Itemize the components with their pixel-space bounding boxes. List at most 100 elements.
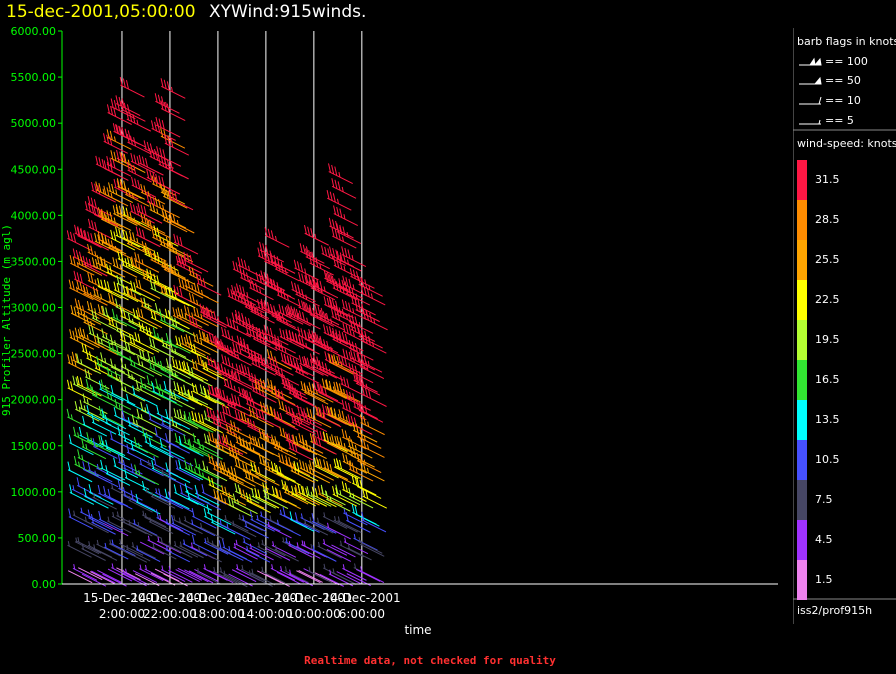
wind-barb-824: [341, 299, 367, 321]
wind-barb-172: [116, 275, 142, 296]
wind-barb-734: [311, 513, 337, 534]
wind-barb-36: [76, 353, 102, 375]
wind-barb-796: [333, 257, 359, 278]
wind-barb-390: [179, 541, 204, 559]
wind-barb-417: [190, 519, 216, 537]
wind-barb-829: [345, 512, 371, 533]
wind-barb-869: [359, 414, 385, 436]
wind-barb-325: [161, 469, 186, 487]
wind-barb-135: [106, 263, 132, 285]
wind-barb-560: [245, 440, 271, 461]
wind-barb-659: [283, 483, 309, 505]
wind-barb-438: [193, 306, 219, 328]
wind-barb-776: [328, 353, 354, 375]
speed-swatch-4: [797, 320, 807, 360]
wind-barb-671: [290, 462, 315, 483]
wind-barb-786: [333, 516, 358, 533]
wind-barb-145: [110, 483, 136, 501]
wind-barb-577: [249, 302, 275, 324]
wind-barb-2: [68, 508, 94, 530]
wind-barb-641: [274, 339, 299, 360]
wind-barb-721: [309, 517, 334, 534]
wind-barb-456: [202, 460, 228, 482]
wind-barb-11: [68, 279, 94, 301]
wind-barb-596: [258, 454, 284, 476]
wind-barb-448: [196, 355, 222, 376]
wind-barb-220: [131, 542, 156, 559]
wind-barb-518: [231, 520, 257, 538]
wind-barb-668: [288, 541, 313, 558]
wind-barb-311: [152, 327, 178, 349]
wind-barb-57: [90, 571, 115, 584]
wind-barb-657: [285, 537, 310, 555]
wind-barb-326: [159, 438, 185, 460]
wind-barb-837: [348, 313, 374, 334]
wind-barb-12: [69, 254, 95, 276]
wind-barb-758: [320, 484, 346, 506]
speed-label-5: 16.5: [815, 373, 840, 386]
wind-barb-474: [212, 566, 238, 584]
wind-barb-204: [124, 469, 150, 490]
wind-barb-317: [155, 173, 181, 195]
speed-swatch-5: [797, 360, 807, 400]
wind-barb-374: [168, 189, 194, 211]
speed-swatch-3: [797, 280, 807, 320]
wind-barb-58: [87, 541, 113, 558]
barb-legend-50: == 50: [825, 74, 861, 87]
wind-barb-78: [91, 414, 117, 435]
legend-barb-sample-0: [799, 57, 822, 66]
wind-barb-346: [165, 433, 190, 454]
wind-barb-388: [173, 233, 199, 255]
wind-barb-719: [308, 566, 333, 584]
wind-barb-87: [91, 181, 116, 203]
wind-barb-592: [260, 566, 286, 584]
wind-barb-128: [105, 439, 131, 461]
wind-barb-855: [356, 452, 382, 474]
wind-barb-305: [154, 488, 180, 505]
wind-barb-430: [191, 508, 217, 529]
x-tick-date-0: 15-Dec-2001: [83, 591, 161, 605]
wind-barb-606: [265, 547, 291, 561]
wind-barb-854: [356, 478, 382, 499]
wind-barb-162: [118, 539, 144, 556]
wind-barb-361: [171, 514, 197, 536]
wind-barb-120: [103, 185, 129, 207]
wind-barb-330: [161, 337, 187, 358]
wind-barb-866: [362, 487, 388, 509]
wind-barb-0: [67, 570, 93, 584]
wind-barb-578: [248, 279, 274, 301]
wind-barb-255: [139, 459, 164, 477]
wind-barb-152: [111, 308, 137, 330]
wind-barb-141: [106, 104, 132, 125]
wind-barb-318: [156, 146, 182, 167]
wind-barb-376: [173, 540, 199, 558]
wind-barb-339: [160, 100, 186, 122]
wind-barbs: [66, 76, 388, 588]
wind-barb-408: [183, 411, 209, 432]
wind-barb-422: [187, 389, 213, 410]
wind-barb-718: [304, 225, 329, 246]
wind-barb-867: [359, 460, 385, 482]
wind-barb-722: [306, 486, 332, 507]
wind-barb-566: [244, 298, 270, 320]
wind-barb-782: [326, 190, 352, 211]
wind-barb-223: [130, 463, 156, 485]
wind-barb-397: [178, 360, 204, 382]
x-tick-date-3: 14-Dec-2001: [227, 591, 305, 605]
wind-barb-77: [92, 438, 118, 459]
wind-barb-302: [154, 568, 180, 582]
plot-datetime: 15-dec-2001,05:00:00: [6, 2, 196, 22]
wind-barb-218: [126, 110, 152, 132]
wind-barb-83: [92, 286, 118, 308]
wind-barb-272: [144, 433, 170, 455]
wind-barb-52: [82, 313, 108, 335]
wind-barb-757: [322, 512, 348, 529]
wind-barb-519: [232, 493, 258, 515]
wind-barb-252: [139, 541, 165, 555]
wind-barb-140: [106, 129, 132, 150]
wind-barb-275: [147, 351, 173, 372]
wind-barb-738: [315, 405, 340, 427]
wind-barb-227: [129, 356, 155, 377]
legend-panel: barb flags in knots == 100 == 50 == 10 =…: [793, 28, 896, 624]
wind-barb-348: [163, 380, 189, 402]
